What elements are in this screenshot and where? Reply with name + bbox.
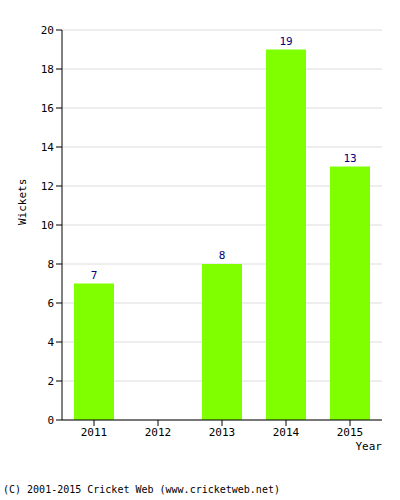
svg-text:14: 14 — [41, 141, 55, 154]
svg-text:Year: Year — [356, 440, 383, 453]
svg-text:2012: 2012 — [145, 426, 172, 439]
svg-text:Wickets: Wickets — [16, 179, 29, 225]
svg-text:19: 19 — [279, 35, 292, 48]
html-text:(C) 2001-2015 Cricket Web (www: (C) 2001-2015 Cricket Web (www.cricketwe… — [3, 484, 280, 495]
svg-text:10: 10 — [41, 219, 54, 232]
svg-text:12: 12 — [41, 180, 54, 193]
svg-text:2: 2 — [47, 375, 54, 388]
svg-text:13: 13 — [343, 152, 356, 165]
svg-text:2011: 2011 — [81, 426, 108, 439]
svg-text:6: 6 — [47, 297, 54, 310]
svg-text:18: 18 — [41, 63, 54, 76]
svg-text:2013: 2013 — [209, 426, 236, 439]
svg-text:20: 20 — [41, 24, 54, 37]
svg-text:2014: 2014 — [273, 426, 300, 439]
svg-text:4: 4 — [47, 336, 54, 349]
svg-text:8: 8 — [219, 249, 226, 262]
svg-text:8: 8 — [47, 258, 54, 271]
svg-text:0: 0 — [47, 414, 54, 427]
svg-text:16: 16 — [41, 102, 54, 115]
svg-text:7: 7 — [91, 269, 98, 282]
svg-text:2015: 2015 — [337, 426, 364, 439]
